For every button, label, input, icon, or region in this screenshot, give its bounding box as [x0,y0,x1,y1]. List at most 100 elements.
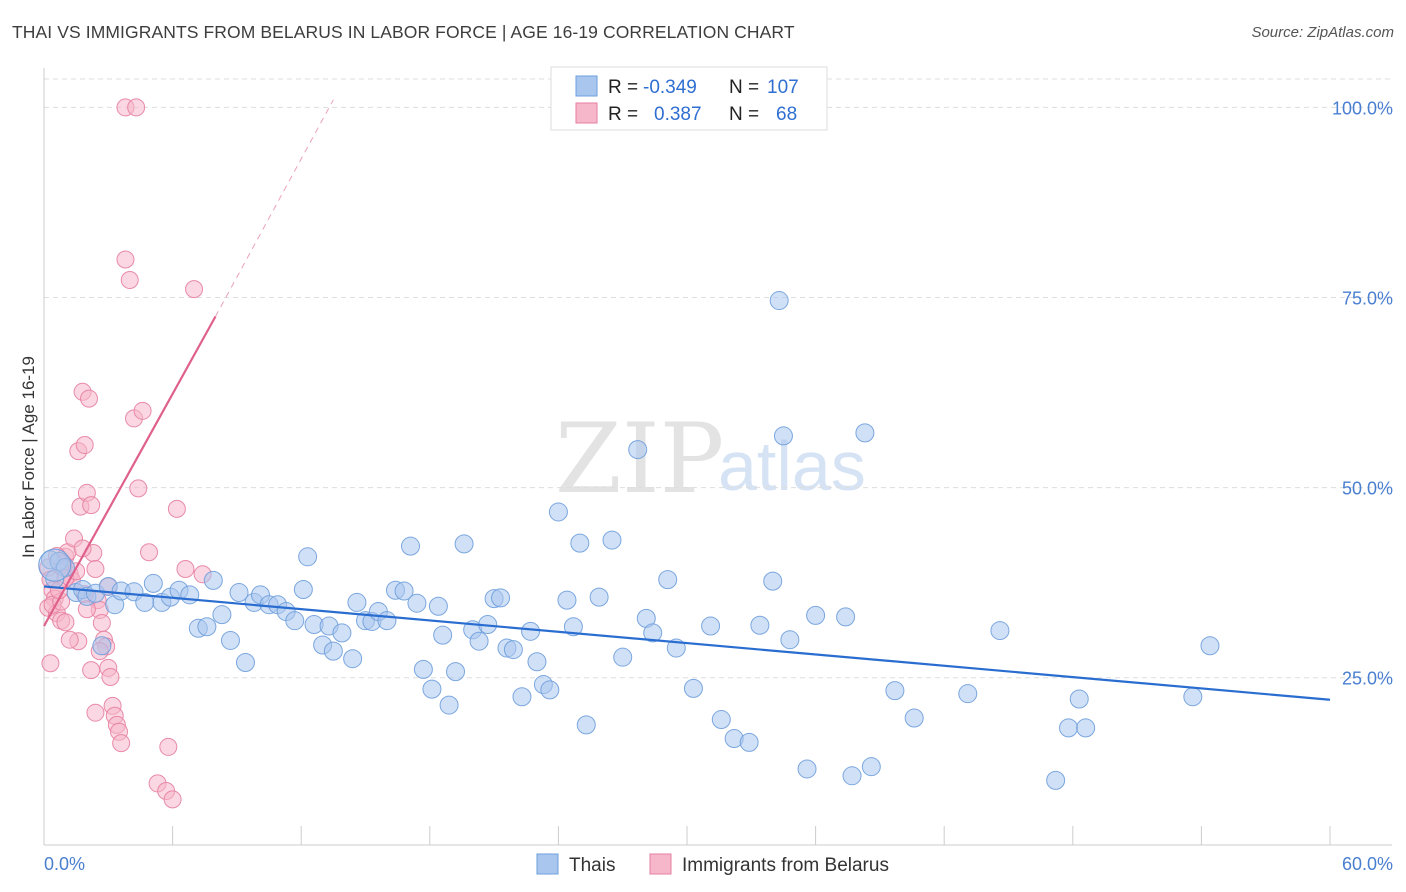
y-tick-label: 50.0% [1342,479,1393,499]
trend-line-belarus [43,315,217,627]
trend-lines [43,99,1331,701]
x-tick-label-min: 0.0% [44,854,85,874]
data-point [763,571,783,591]
data-point [82,661,101,680]
data-point [343,649,363,669]
data-point [112,734,131,753]
data-point [407,593,427,613]
data-point-cluster [38,548,72,582]
legend-r-value-thais: -0.349 [643,77,697,98]
data-point [701,616,721,636]
data-point [836,607,856,627]
data-point [797,759,817,779]
data-point [589,587,609,607]
legend-n-value-thais: 107 [767,77,799,98]
y-tick-label: 100.0% [1332,98,1393,118]
bottom-legend-label-thais: Thais [569,855,615,876]
bottom-legend: Thais Immigrants from Belarus [536,853,889,876]
data-point [683,678,703,698]
legend-swatch-belarus [575,102,598,124]
source-label: Source: ZipAtlas.com [1251,24,1394,41]
legend-n-label-belarus: N = [729,104,759,125]
data-point [143,573,163,593]
legend-swatch-thais [575,75,598,97]
data-point [203,570,223,590]
data-point [428,596,448,616]
data-point [413,659,433,679]
legend-box: R = -0.349 N = 107 R = 0.387 N = 68 [550,66,828,131]
data-point [769,291,789,311]
data-point [285,611,305,631]
data-point [602,530,622,550]
data-point [347,592,367,612]
data-point [491,588,511,608]
trend-line-thais [43,585,1331,701]
data-point [101,667,120,686]
y-tick-labels: 25.0% 50.0% 75.0% 100.0% [1332,98,1393,688]
data-point [293,580,313,600]
trend-line-belarus-extension [215,99,334,317]
data-point [86,559,105,578]
data-point [503,640,523,660]
data-point [185,280,204,299]
data-point [855,423,875,443]
data-point [1046,770,1066,790]
data-point [521,621,541,641]
x-tick-label-max: 60.0% [1342,854,1393,874]
data-point [229,583,249,603]
data-point [41,654,60,673]
data-point [180,585,200,605]
data-point [92,613,111,632]
y-tick-label: 25.0% [1342,669,1393,689]
data-point [658,570,678,590]
data-point [454,534,474,554]
data-point [990,621,1010,641]
legend-r-label-thais: R = [608,77,638,98]
data-point [439,695,459,715]
data-point [80,389,99,408]
data-point [163,790,182,809]
data-point [401,536,421,556]
data-point [167,499,186,518]
data-point [92,636,112,656]
data-point [885,681,905,701]
data-point [212,605,232,625]
data-point [446,662,466,682]
data-point [1076,718,1096,738]
bottom-legend-swatch-thais [536,853,559,875]
data-point [323,641,343,661]
data-point [197,617,217,637]
data-point [576,715,596,735]
data-point [433,625,453,645]
data-point [806,605,826,625]
data-point [235,653,255,673]
data-point [332,623,352,643]
data-point [842,766,862,786]
legend-n-value-belarus: 68 [776,104,797,125]
data-point [773,426,793,446]
chart-title: THAI VS IMMIGRANTS FROM BELARUS IN LABOR… [12,22,795,42]
data-point [557,590,577,610]
data-point [220,630,240,650]
data-point [570,533,590,553]
series-belarus-points [39,98,212,809]
data-point [377,611,397,631]
data-point [298,547,318,567]
data-point [904,708,924,728]
data-point [133,401,152,420]
data-point [711,710,731,730]
data-point [628,440,648,460]
data-point [861,757,881,777]
watermark-zip: ZIP [555,403,724,515]
data-point [548,502,568,522]
data-point [613,647,633,667]
data-point [127,98,146,117]
data-point [780,630,800,650]
y-axis-label: In Labor Force | Age 16-19 [19,356,38,558]
bottom-legend-swatch-belarus [649,853,672,875]
data-point [75,436,94,455]
data-point [1059,718,1079,738]
bottom-legend-label-belarus: Immigrants from Belarus [682,855,889,876]
data-point [176,559,195,578]
